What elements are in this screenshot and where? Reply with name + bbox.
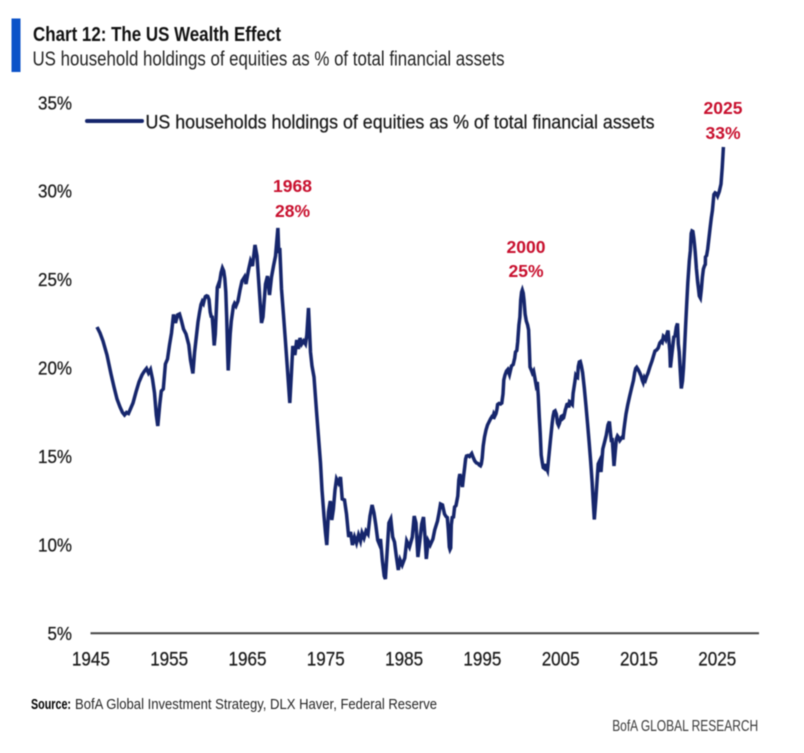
svg-text:2025: 2025 bbox=[704, 98, 743, 118]
svg-text:2015: 2015 bbox=[620, 649, 658, 671]
svg-text:5%: 5% bbox=[48, 623, 73, 644]
svg-text:2000: 2000 bbox=[507, 237, 546, 257]
svg-text:1945: 1945 bbox=[72, 649, 110, 671]
svg-text:1965: 1965 bbox=[229, 649, 267, 671]
svg-text:US households holdings of equi: US households holdings of equities as % … bbox=[146, 112, 655, 134]
svg-text:1968: 1968 bbox=[273, 176, 312, 196]
svg-text:28%: 28% bbox=[275, 201, 310, 221]
svg-text:1975: 1975 bbox=[307, 649, 345, 671]
svg-text:35%: 35% bbox=[38, 92, 72, 113]
svg-text:33%: 33% bbox=[705, 123, 740, 143]
svg-text:1955: 1955 bbox=[150, 649, 188, 671]
svg-text:US household holdings of equit: US household holdings of equities as % o… bbox=[33, 48, 505, 70]
svg-text:25%: 25% bbox=[38, 269, 72, 290]
svg-text:BofA GLOBAL RESEARCH: BofA GLOBAL RESEARCH bbox=[612, 718, 758, 735]
svg-text:Chart 12: The US Wealth Effect: Chart 12: The US Wealth Effect bbox=[33, 24, 281, 46]
svg-text:1985: 1985 bbox=[385, 649, 423, 671]
svg-text:30%: 30% bbox=[38, 181, 72, 202]
svg-text:25%: 25% bbox=[508, 261, 543, 281]
svg-text:10%: 10% bbox=[38, 535, 72, 556]
svg-text:2005: 2005 bbox=[542, 649, 580, 671]
svg-text:20%: 20% bbox=[38, 358, 72, 379]
svg-text:1995: 1995 bbox=[463, 649, 501, 671]
svg-text:15%: 15% bbox=[38, 446, 72, 467]
svg-text:Source:: Source: bbox=[31, 697, 71, 713]
svg-text:BofA Global Investment Strateg: BofA Global Investment Strategy, DLX Hav… bbox=[75, 697, 437, 713]
svg-text:2025: 2025 bbox=[698, 649, 736, 671]
